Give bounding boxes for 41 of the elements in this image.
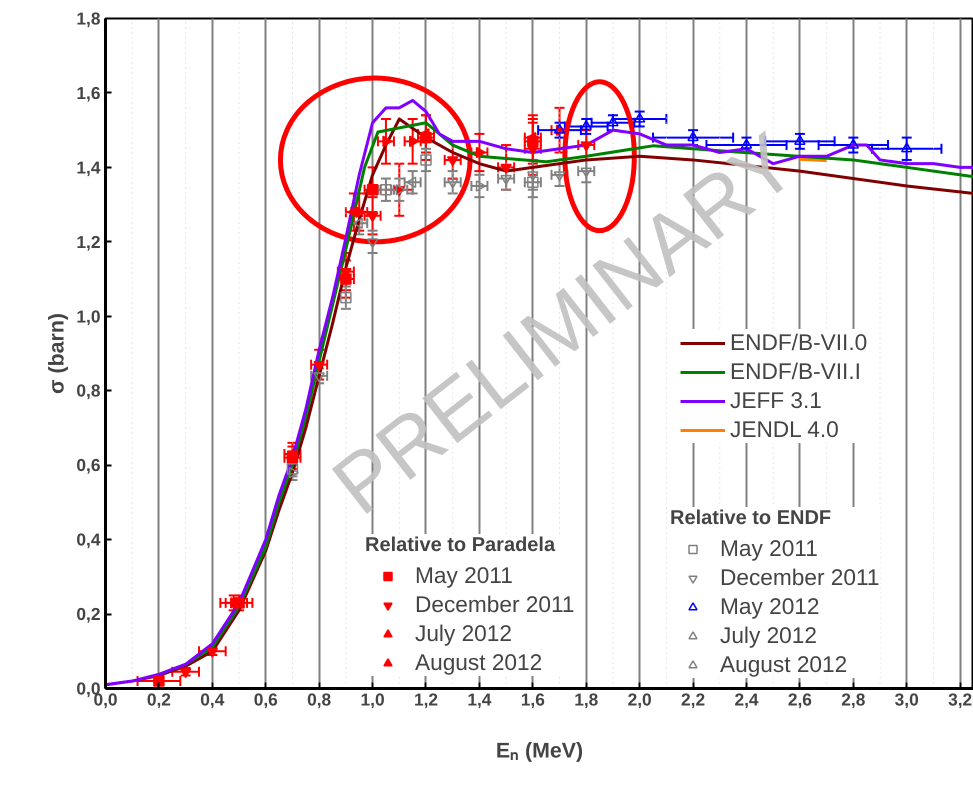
x-tick-label: 3,0	[894, 690, 919, 710]
x-tick-label: 1,8	[574, 690, 599, 710]
x-tick-label: 0,4	[200, 690, 225, 710]
point	[206, 648, 218, 658]
legend-label: August 2012	[415, 649, 542, 676]
x-tick-label: 1,0	[360, 690, 385, 710]
x-tick-label: 3,2	[948, 690, 972, 710]
legend-label: December 2011	[720, 564, 880, 591]
y-tick-label: 1,2	[76, 232, 101, 252]
x-tick-label: 2,6	[788, 690, 812, 710]
legend-label: May 2011	[720, 535, 818, 562]
y-tick-label: 0,2	[76, 604, 101, 624]
y-tick-label: 1,0	[76, 306, 101, 326]
point	[153, 675, 165, 687]
x-tick-label: 2,2	[681, 690, 706, 710]
legend-label: July 2012	[720, 622, 817, 649]
x-tick-label: 2,0	[628, 690, 652, 710]
y-tick-label: 1,8	[76, 8, 101, 28]
legend-label: May 2012	[720, 593, 820, 620]
x-tick-label: 2,8	[841, 690, 866, 710]
x-tick-label: 0,6	[254, 690, 278, 710]
x-tick-label: 1,4	[467, 690, 492, 710]
x-tick-label: 1,2	[414, 690, 438, 710]
annotation: Relative to Paradela	[365, 534, 556, 557]
legend-label: December 2011	[415, 591, 575, 618]
legend-label: August 2012	[720, 651, 848, 678]
x-tick-label: 2,4	[734, 690, 759, 710]
point	[313, 372, 325, 382]
y-tick-label: 0,6	[76, 455, 101, 476]
point	[288, 466, 299, 478]
legend-label: May 2011	[415, 562, 513, 589]
x-tick-label: 1,6	[520, 690, 546, 710]
x-axis-title: Eₙ (MeV)	[496, 738, 584, 762]
y-axis-title: σ (barn)	[44, 313, 68, 394]
legend-label: July 2012	[415, 620, 512, 647]
x-tick-label: 0,2	[146, 690, 171, 710]
y-tick-label: 0,4	[76, 530, 101, 550]
y-tick-label: 0,8	[76, 380, 101, 401]
y-tick-label: 1,6	[76, 82, 101, 103]
x-tick-label: 0,8	[307, 690, 332, 710]
y-tick-label: 1,4	[76, 157, 101, 178]
